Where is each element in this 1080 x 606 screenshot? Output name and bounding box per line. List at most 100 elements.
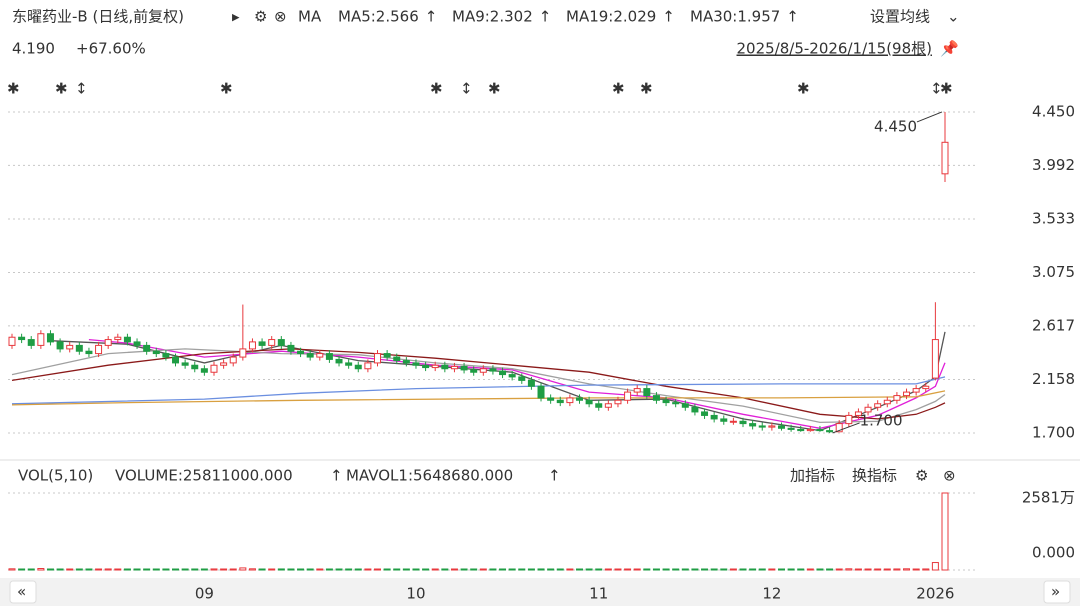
- scroll-right-icon[interactable]: »: [1051, 583, 1060, 601]
- scroll-left[interactable]: [9, 580, 37, 604]
- volume-bar: [499, 568, 507, 571]
- candle-body: [575, 397, 583, 401]
- candle-body: [614, 399, 622, 405]
- ma-settings[interactable]: 设置均线: [870, 8, 930, 26]
- candle-body: [518, 376, 526, 381]
- candle-body: [624, 391, 632, 401]
- volume-bar: [143, 568, 151, 571]
- volume-bar: [27, 568, 35, 571]
- candle-body: [277, 339, 285, 346]
- event-marker[interactable]: ✱: [940, 80, 953, 98]
- expand-arrow[interactable]: ▸: [232, 8, 240, 26]
- event-marker[interactable]: ✱: [7, 80, 20, 98]
- candle-body: [56, 341, 64, 350]
- volume-bar: [335, 568, 343, 571]
- volume-bar: [114, 568, 122, 571]
- event-marker[interactable]: ✱: [220, 80, 233, 98]
- legend-entry: MA9:2.302: [452, 8, 533, 26]
- candle-body: [220, 362, 228, 366]
- scroll-right[interactable]: [1043, 580, 1071, 604]
- candle-body: [672, 402, 680, 405]
- event-marker[interactable]: ✱: [612, 80, 625, 98]
- volume-bar: [566, 568, 574, 571]
- candle-body: [229, 356, 237, 364]
- event-marker[interactable]: ✱: [797, 80, 810, 98]
- volume-bar: [893, 568, 901, 571]
- legend-entry: MA5:2.566: [338, 8, 419, 26]
- candle-body: [8, 336, 16, 346]
- volume-bar: [883, 568, 891, 571]
- event-marker[interactable]: ✱: [55, 80, 68, 98]
- volume-bar: [720, 568, 728, 571]
- volume-bar: [133, 568, 141, 571]
- volume-bar: [393, 568, 401, 571]
- volume-bar: [575, 568, 583, 571]
- candle-body: [816, 428, 824, 432]
- range-label[interactable]: 2025/8/5-2026/1/15(98根): [737, 40, 932, 58]
- candle-body: [75, 344, 83, 352]
- candle-body: [354, 364, 362, 370]
- candle-body: [162, 353, 170, 358]
- x-tick-label: 11: [589, 585, 608, 603]
- volume-bar: [239, 567, 247, 571]
- switch-indicator[interactable]: 换指标: [852, 467, 897, 485]
- volume-bar: [172, 568, 180, 571]
- event-marker[interactable]: ✱: [430, 80, 443, 98]
- close-icon[interactable]: ⊗: [943, 467, 956, 485]
- candle-body: [297, 350, 305, 355]
- add-indicator[interactable]: 加指标: [790, 467, 835, 485]
- ma-label: MA: [298, 8, 322, 26]
- dropdown-arrow[interactable]: ⌄: [947, 8, 960, 26]
- volume-bar: [662, 568, 670, 571]
- candle-body: [412, 362, 420, 366]
- ma-line: [11, 376, 946, 405]
- candle-body: [681, 403, 689, 408]
- legend-entry: MA19:2.029: [566, 8, 656, 26]
- event-marker[interactable]: ✱: [640, 80, 653, 98]
- annotation-arrow: [832, 422, 860, 434]
- volume-bar: [191, 568, 199, 571]
- annotation-arrow: [916, 111, 943, 123]
- candle-body: [701, 411, 709, 416]
- candle-body: [777, 425, 785, 429]
- candle-body: [643, 388, 651, 397]
- candle-body: [37, 333, 45, 346]
- volume-bar: [306, 568, 314, 571]
- ma-line: [11, 348, 946, 420]
- close-icon[interactable]: ⊗: [274, 8, 287, 26]
- volume-bar: [903, 568, 911, 571]
- volume-bar: [220, 568, 228, 571]
- candle-body: [883, 399, 891, 405]
- settings-icon[interactable]: ⚙: [254, 8, 267, 26]
- candle-body: [191, 364, 199, 370]
- volume-bar: [749, 568, 757, 571]
- y-tick-label: 1.700: [1032, 423, 1075, 441]
- event-marker[interactable]: ↕: [930, 80, 943, 98]
- settings-icon[interactable]: ⚙: [915, 467, 928, 485]
- candle-body: [768, 425, 776, 428]
- pin-icon[interactable]: 📌: [940, 39, 959, 58]
- event-marker[interactable]: ↕: [75, 80, 88, 98]
- volume-bar: [364, 568, 372, 571]
- candle-body: [335, 358, 343, 364]
- volume-bar: [835, 568, 843, 571]
- arrow: ↑: [425, 8, 438, 26]
- volume-bar: [402, 568, 410, 571]
- volume-bar: [441, 568, 449, 571]
- candle-body: [431, 364, 439, 369]
- volume-bar: [422, 568, 430, 571]
- candle-body: [18, 336, 26, 341]
- volume-bar: [931, 562, 939, 571]
- volume-bar: [701, 568, 709, 571]
- volume-bar: [614, 568, 622, 571]
- volume-bar: [162, 568, 170, 571]
- time-axis-bar: [0, 578, 1080, 606]
- candle-body: [585, 399, 593, 405]
- event-marker[interactable]: ↕: [460, 80, 473, 98]
- arrow: ↑: [786, 8, 799, 26]
- event-marker[interactable]: ✱: [488, 80, 501, 98]
- volume-bar: [739, 568, 747, 571]
- candle-body: [114, 336, 122, 341]
- scroll-left-icon[interactable]: «: [17, 583, 26, 601]
- x-tick-label: 10: [406, 585, 425, 603]
